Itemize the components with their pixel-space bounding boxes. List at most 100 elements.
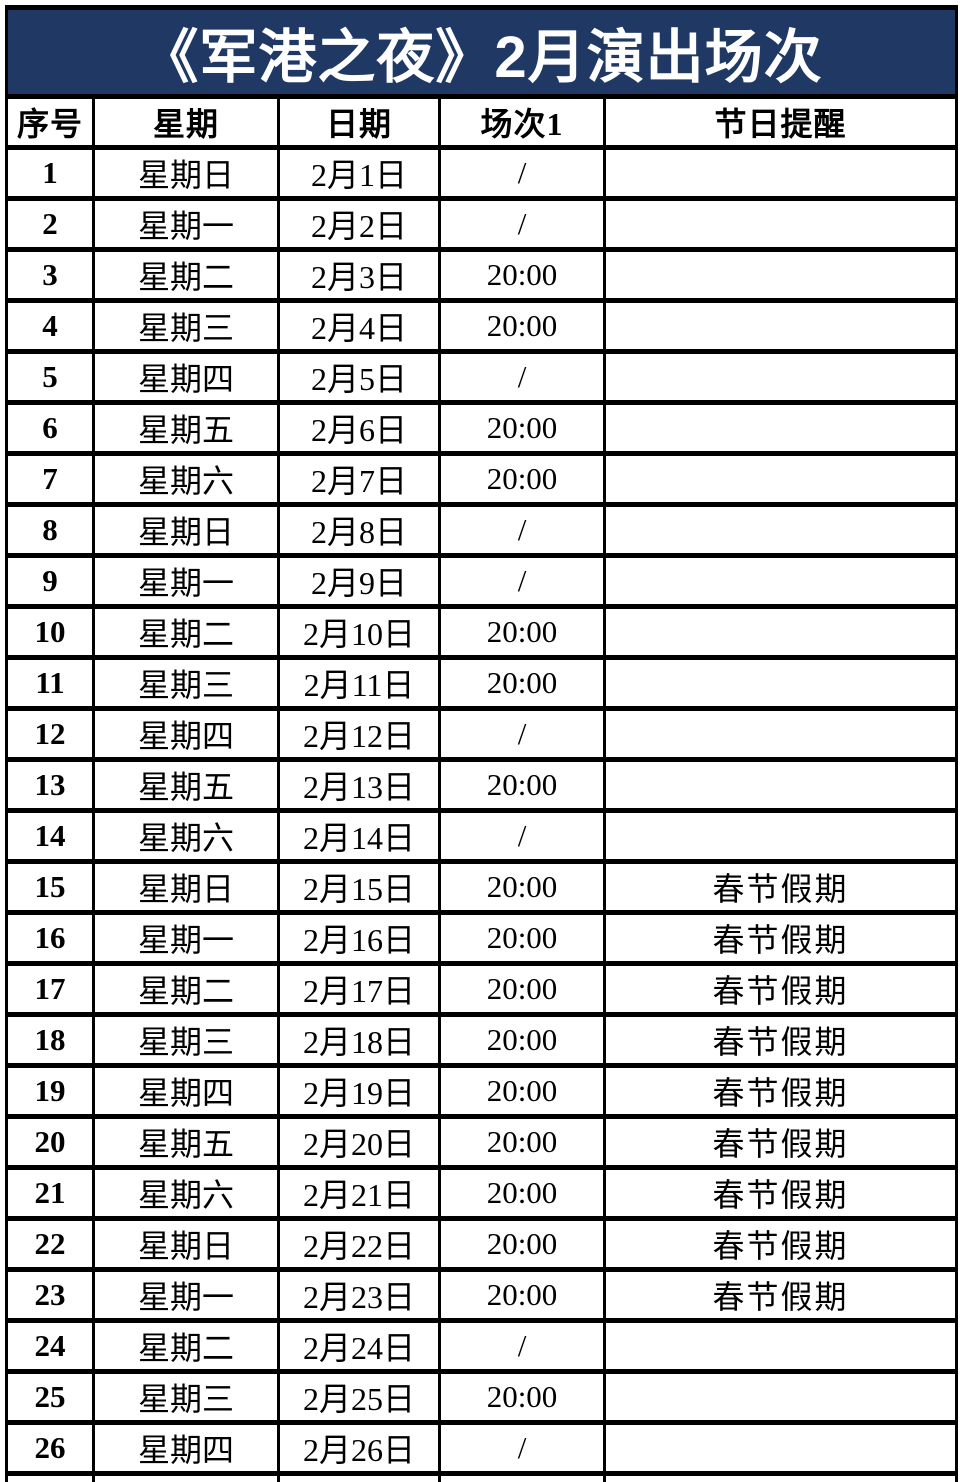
column-header-date: 日期 <box>277 94 441 150</box>
cell-session: 20:00 <box>438 1369 606 1425</box>
cell-session: / <box>438 706 606 762</box>
table-row: 20 星期五 2月20日 20:00 春节假期 <box>5 1114 959 1170</box>
cell-session: / <box>438 502 606 558</box>
cell-date: 2月25日 <box>277 1369 441 1425</box>
cell-weekday: 星期四 <box>92 1063 280 1119</box>
cell-weekday: 星期五 <box>92 400 280 456</box>
cell-note: 春节假期 <box>602 910 959 966</box>
cell-date: 2月20日 <box>277 1114 441 1170</box>
cell-session: / <box>438 553 606 609</box>
cell-date: 2月7日 <box>277 451 441 507</box>
cell-index: 7 <box>5 451 95 507</box>
table-row: 23 星期一 2月23日 20:00 春节假期 <box>5 1267 959 1323</box>
cell-session: 20:00 <box>438 859 606 915</box>
cell-weekday: 星期二 <box>92 961 280 1017</box>
cell-note <box>602 1369 959 1425</box>
cell-note <box>602 1420 959 1476</box>
cell-index: 19 <box>5 1063 95 1119</box>
cell-note: 春节假期 <box>602 859 959 915</box>
cell-index: 25 <box>5 1369 95 1425</box>
cell-weekday: 星期二 <box>92 604 280 660</box>
cell-date: 2月5日 <box>277 349 441 405</box>
table-row: 26 星期四 2月26日 / <box>5 1420 959 1476</box>
cell-session: 20:00 <box>438 1063 606 1119</box>
cell-session: 20:00 <box>438 298 606 354</box>
cell-date: 2月2日 <box>277 196 441 252</box>
cell-date: 2月27日 <box>277 1471 441 1482</box>
cell-note <box>602 808 959 864</box>
cell-weekday: 星期一 <box>92 196 280 252</box>
table-row: 18 星期三 2月18日 20:00 春节假期 <box>5 1012 959 1068</box>
cell-date: 2月14日 <box>277 808 441 864</box>
cell-note: 春节假期 <box>602 1114 959 1170</box>
cell-date: 2月24日 <box>277 1318 441 1374</box>
cell-date: 2月22日 <box>277 1216 441 1272</box>
cell-index: 24 <box>5 1318 95 1374</box>
cell-session: 20:00 <box>438 1114 606 1170</box>
cell-note <box>602 145 959 201</box>
cell-index: 9 <box>5 553 95 609</box>
table-row: 25 星期三 2月25日 20:00 <box>5 1369 959 1425</box>
cell-session: 20:00 <box>438 1012 606 1068</box>
cell-session: / <box>438 1420 606 1476</box>
cell-weekday: 星期六 <box>92 1165 280 1221</box>
cell-index: 16 <box>5 910 95 966</box>
cell-date: 2月4日 <box>277 298 441 354</box>
cell-date: 2月21日 <box>277 1165 441 1221</box>
cell-index: 3 <box>5 247 95 303</box>
table-row: 13 星期五 2月13日 20:00 <box>5 757 959 813</box>
table-row: 16 星期一 2月16日 20:00 春节假期 <box>5 910 959 966</box>
cell-index: 22 <box>5 1216 95 1272</box>
cell-session: 20:00 <box>438 757 606 813</box>
cell-note <box>602 655 959 711</box>
cell-date: 2月3日 <box>277 247 441 303</box>
cell-date: 2月13日 <box>277 757 441 813</box>
cell-note <box>602 298 959 354</box>
cell-session: / <box>438 145 606 201</box>
cell-weekday: 星期日 <box>92 1216 280 1272</box>
cell-session: / <box>438 808 606 864</box>
table-header-row: 序号 星期 日期 场次1 节日提醒 <box>5 94 959 150</box>
page-title: 《军港之夜》2月演出场次 <box>4 5 959 99</box>
cell-note <box>602 502 959 558</box>
cell-weekday: 星期三 <box>92 1012 280 1068</box>
cell-index: 15 <box>5 859 95 915</box>
cell-session: 20:00 <box>438 1267 606 1323</box>
cell-weekday: 星期四 <box>92 349 280 405</box>
cell-note <box>602 604 959 660</box>
cell-session: / <box>438 1318 606 1374</box>
table-row: 14 星期六 2月14日 / <box>5 808 959 864</box>
cell-session: 20:00 <box>438 961 606 1017</box>
cell-index: 17 <box>5 961 95 1017</box>
cell-session: 20:00 <box>438 1216 606 1272</box>
table-row: 9 星期一 2月9日 / <box>5 553 959 609</box>
table-row: 3 星期二 2月3日 20:00 <box>5 247 959 303</box>
cell-weekday: 星期一 <box>92 1267 280 1323</box>
cell-date: 2月1日 <box>277 145 441 201</box>
cell-index: 20 <box>5 1114 95 1170</box>
cell-note <box>602 247 959 303</box>
cell-weekday: 星期二 <box>92 247 280 303</box>
cell-session: / <box>438 196 606 252</box>
cell-note: 春节假期 <box>602 1216 959 1272</box>
table-row: 12 星期四 2月12日 / <box>5 706 959 762</box>
table-row: 11 星期三 2月11日 20:00 <box>5 655 959 711</box>
cell-index: 1 <box>5 145 95 201</box>
table-row: 22 星期日 2月22日 20:00 春节假期 <box>5 1216 959 1272</box>
cell-weekday: 星期日 <box>92 502 280 558</box>
cell-note <box>602 400 959 456</box>
table-row: 19 星期四 2月19日 20:00 春节假期 <box>5 1063 959 1119</box>
table-row: 24 星期二 2月24日 / <box>5 1318 959 1374</box>
table-row: 17 星期二 2月17日 20:00 春节假期 <box>5 961 959 1017</box>
cell-session: 20:00 <box>438 1471 606 1482</box>
cell-date: 2月16日 <box>277 910 441 966</box>
cell-weekday: 星期日 <box>92 859 280 915</box>
cell-date: 2月6日 <box>277 400 441 456</box>
cell-date: 2月10日 <box>277 604 441 660</box>
table-row: 7 星期六 2月7日 20:00 <box>5 451 959 507</box>
cell-session: 20:00 <box>438 1165 606 1221</box>
cell-weekday: 星期五 <box>92 1471 280 1482</box>
cell-date: 2月23日 <box>277 1267 441 1323</box>
cell-weekday: 星期三 <box>92 655 280 711</box>
